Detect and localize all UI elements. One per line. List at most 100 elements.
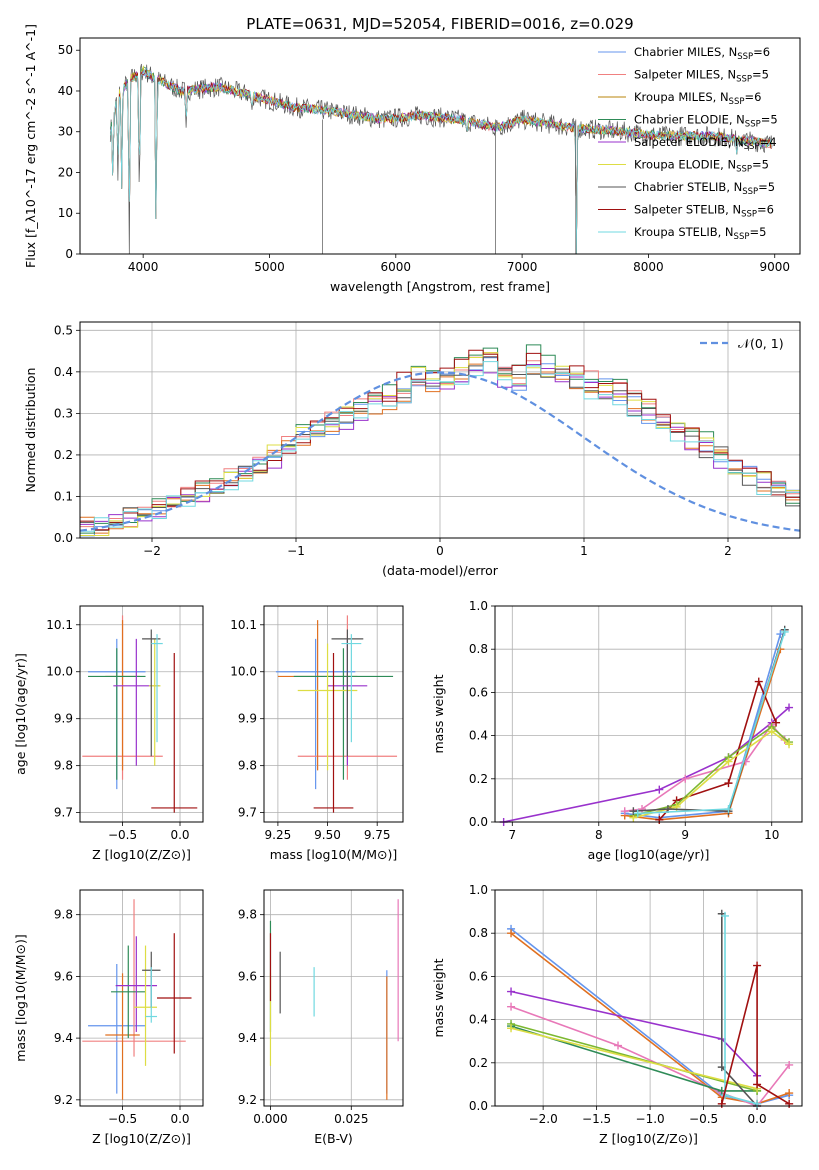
x-axis-label: age [log10(age/yr)]: [588, 847, 710, 862]
spectrum-line: [109, 66, 773, 254]
y-tick-label: 0.8: [469, 642, 488, 656]
y-tick-label: 10.1: [230, 618, 257, 632]
errorbar-point: [331, 629, 364, 757]
x-tick-label: −1: [287, 544, 305, 558]
errorbar-point: [105, 973, 140, 1100]
x-axis-label: wavelength [Angstrom, rest frame]: [330, 279, 550, 294]
y-tick-label: 10.1: [46, 618, 73, 632]
plot-frame: [79, 605, 204, 823]
errorbar-point: [313, 652, 354, 813]
legend-name: Chabrier ELODIE, N: [634, 113, 745, 127]
plus-marker: [724, 805, 733, 814]
x-tick-label: 6000: [381, 260, 412, 274]
x-tick-label: 7: [508, 828, 516, 842]
legend-suffix: =5: [761, 113, 778, 127]
x-tick-label: −1.0: [636, 1112, 665, 1126]
y-tick-label: 0.6: [469, 685, 488, 699]
legend-name: Salpeter MILES, N: [634, 68, 736, 82]
plus-marker: [753, 1080, 762, 1089]
legend-label: Salpeter MILES, NSSP=5: [634, 68, 769, 85]
x-tick-label: 9: [681, 828, 689, 842]
weight-series: [717, 961, 794, 1108]
plus-marker: [767, 727, 776, 736]
legend-label: Kroupa STELIB, NSSP=5: [634, 225, 766, 242]
spectrum-line: [109, 68, 772, 254]
y-tick-label: 0.2: [469, 772, 488, 786]
y-tick-label: 0.0: [54, 531, 73, 545]
x-tick-label: 0: [436, 544, 444, 558]
chart-title: PLATE=0631, MJD=52054, FIBERID=0016, z=0…: [246, 15, 633, 33]
y-tick-label: 9.6: [238, 969, 257, 983]
y-axis-label: age [log10(age/yr)]: [13, 653, 28, 775]
y-tick-label: 0.4: [469, 1013, 488, 1027]
x-tick-label: 0.000: [253, 1112, 287, 1126]
y-tick-label: 9.9: [238, 712, 257, 726]
y-tick-label: 9.2: [54, 1093, 73, 1107]
plot-frame: [79, 321, 801, 539]
y-tick-label: 9.6: [54, 969, 73, 983]
spectrum-line: [109, 68, 773, 254]
legend-label: Chabrier ELODIE, NSSP=5: [634, 113, 778, 130]
legend-suffix: =4: [760, 135, 777, 149]
y-tick-label: 1.0: [469, 599, 488, 613]
legend-suffix: =6: [744, 90, 761, 104]
mass-weight-vs-metallicity-panel: −2.0 −1.5 −1.0 −0.5 0.0 0.0 0.2 0.4 0.6 0.8 1.0 Z […: [431, 883, 803, 1146]
y-tick-label: 10.0: [46, 665, 73, 679]
errorbar-point: [115, 936, 158, 1032]
plus-marker: [753, 1099, 762, 1108]
errorbar-point: [82, 899, 186, 1057]
y-tick-label: 0.0: [469, 1099, 488, 1113]
weight-series: [720, 911, 762, 1108]
x-tick-label: 10: [764, 828, 779, 842]
y-tick-label: 0.2: [469, 1056, 488, 1070]
plus-marker: [785, 1089, 794, 1098]
legend-sub: SSP: [734, 232, 750, 242]
x-tick-label: −0.5: [108, 1112, 137, 1126]
y-tick-label: 0: [65, 247, 73, 261]
age-vs-mass-panel: 9.25 9.50 9.75 9.7 9.8 9.9 10.0 10.1 mass [log10…: [230, 605, 404, 862]
y-tick-label: 9.8: [238, 908, 257, 922]
legend-label: Kroupa MILES, NSSP=6: [634, 90, 761, 107]
x-tick-label: 2: [724, 544, 732, 558]
y-axis-label: mass [log10(M/M⊙)]: [13, 934, 28, 1062]
x-tick-label: 4000: [128, 260, 159, 274]
plot-frame: [263, 605, 404, 823]
y-axis-label: mass weight: [431, 958, 446, 1037]
plus-marker: [614, 1041, 623, 1050]
legend-suffix: =6: [753, 45, 770, 59]
legend-sub: SSP: [745, 120, 761, 130]
legend-sub: SSP: [741, 210, 757, 220]
mass-vs-ebv-panel: 0.000 0.025 9.2 9.4 9.6 9.8 E(B-V): [238, 889, 404, 1146]
x-tick-label: 9.75: [364, 828, 391, 842]
errorbar-point: [111, 945, 146, 1039]
plus-marker: [753, 961, 762, 970]
plus-marker: [780, 627, 789, 636]
y-tick-label: 0.3: [54, 406, 73, 420]
mass-weight-vs-age-panel: 7 8 9 10 0.0 0.2 0.4 0.6 0.8 1.0 age [log10(age/yr…: [431, 599, 803, 862]
legend-sub: SSP: [736, 75, 752, 85]
plus-marker: [754, 677, 763, 686]
legend-sub: SSP: [737, 52, 753, 62]
plus-marker: [507, 987, 516, 996]
y-axis-label: mass weight: [431, 674, 446, 753]
x-axis-label: mass [log10(M/M⊙)]: [270, 847, 398, 862]
y-tick-label: 0.4: [54, 365, 73, 379]
y-tick-label: 0.8: [469, 926, 488, 940]
plus-marker: [720, 911, 729, 920]
y-tick-label: 0.6: [469, 969, 488, 983]
legend-name: Kroupa ELODIE, N: [634, 158, 736, 172]
plot-frame: [494, 605, 803, 823]
y-tick-label: 10: [58, 206, 73, 220]
plus-marker: [507, 1024, 516, 1033]
y-axis-label: Normed distribution: [23, 368, 38, 493]
plus-marker: [785, 740, 794, 749]
x-tick-label: −2: [143, 544, 161, 558]
x-tick-label: 9.50: [314, 828, 341, 842]
x-tick-label: 8000: [633, 260, 664, 274]
x-tick-label: 8: [595, 828, 603, 842]
y-tick-label: 9.8: [54, 908, 73, 922]
y-axis-label: Flux [f_λ10^-17 erg cm^-2 s^-1 A^-1]: [23, 24, 38, 268]
y-tick-label: 9.2: [238, 1093, 257, 1107]
plot-frame: [79, 889, 204, 1107]
plot-frame: [494, 889, 803, 1107]
